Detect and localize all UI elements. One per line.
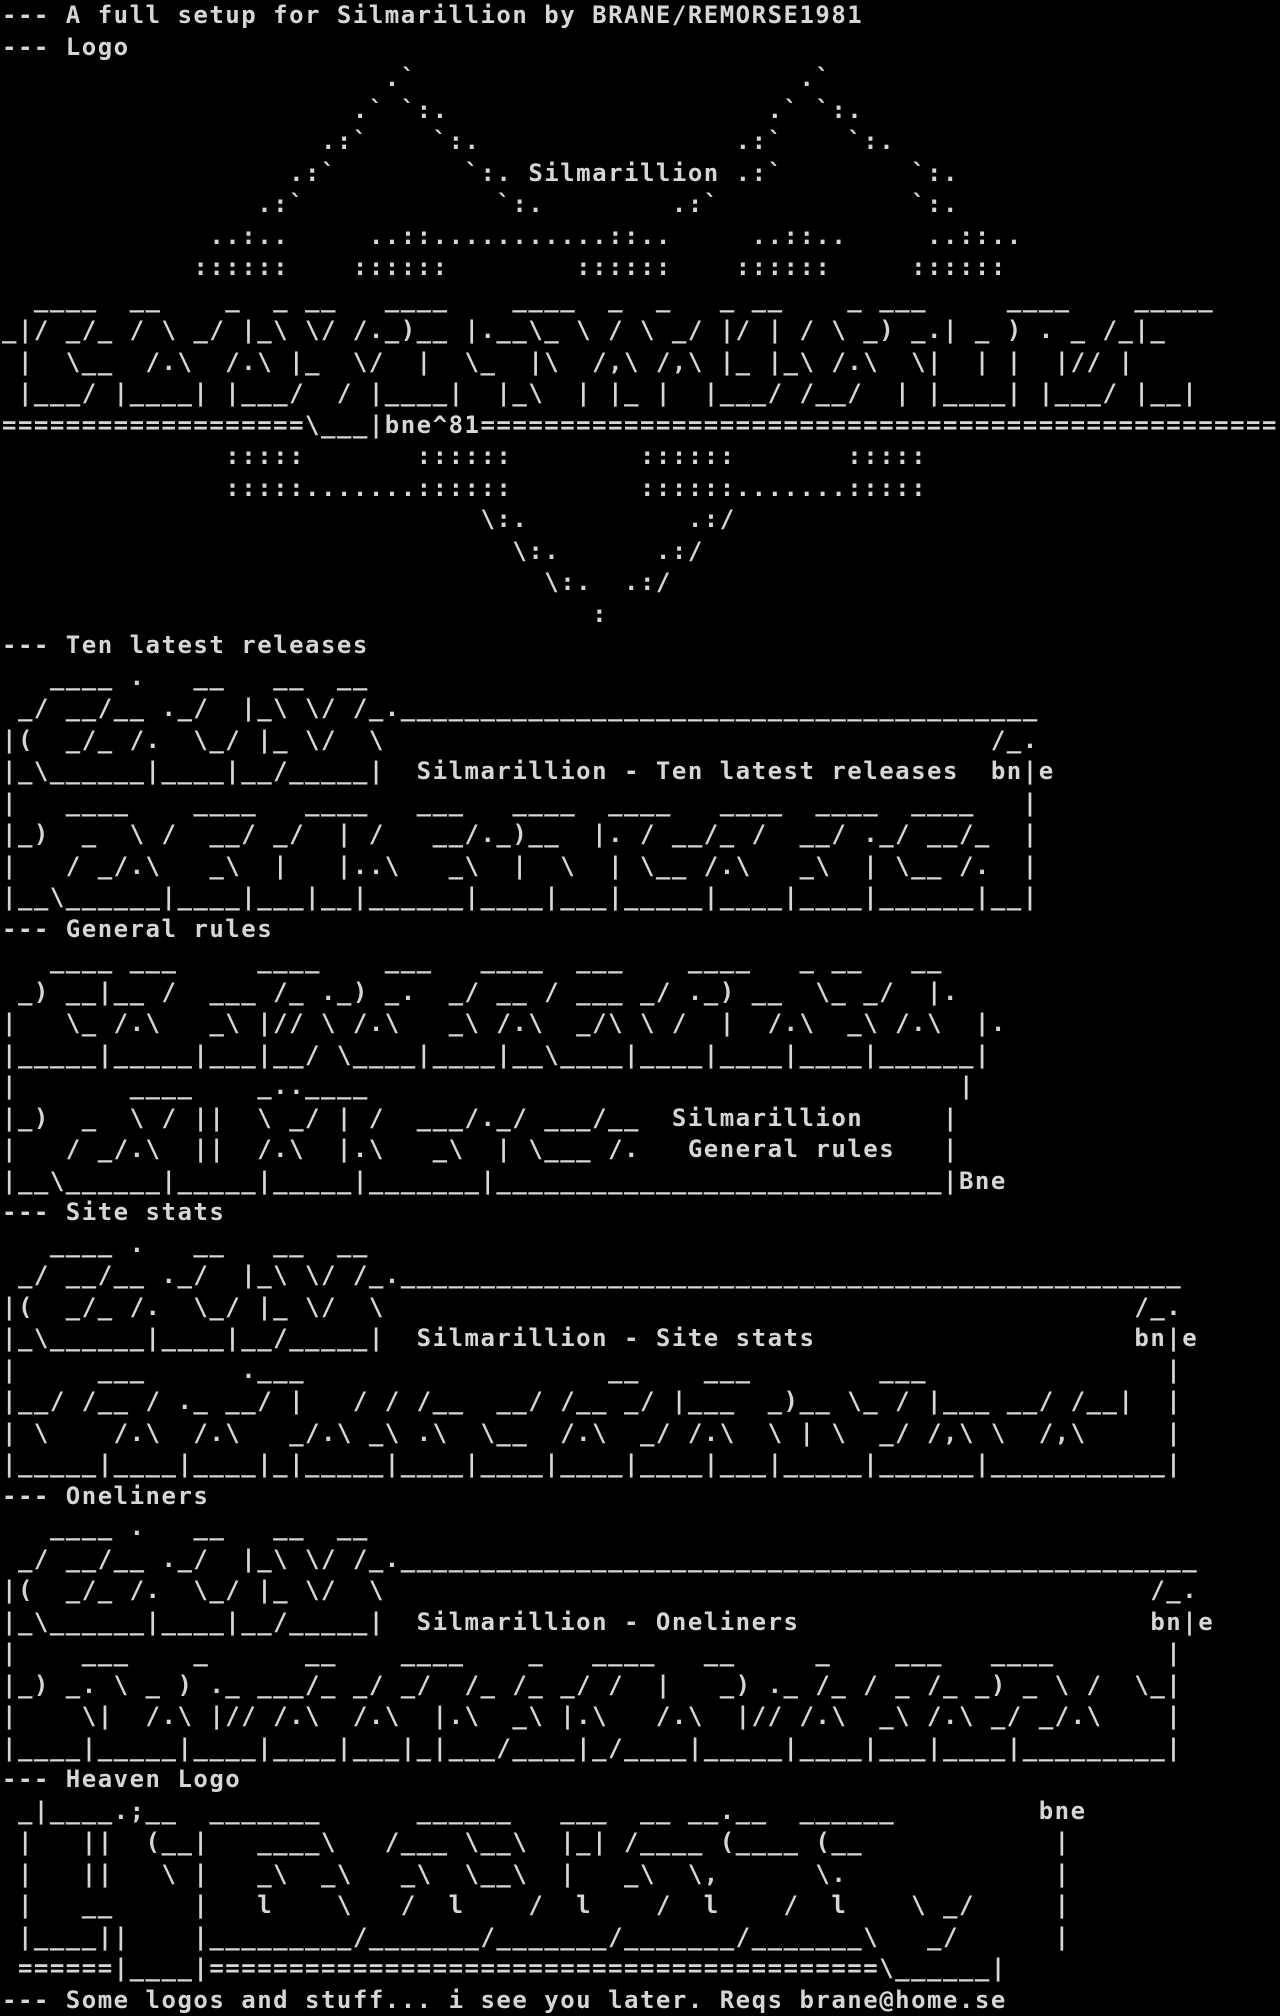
logo-ascii-art: .` .` .` `:. .` `:. .:` `:. .:` `:. .:` …: [2, 64, 1278, 628]
general-rules-ascii-art: ____ ___ ____ ___ ____ ___ ____ _ __ __ …: [2, 946, 1007, 1195]
oneliners-section-label: --- Oneliners: [2, 1481, 210, 1510]
site-stats-ascii-art: ____ . __ __ __ _/ __/__ ._/ |_\ \/ /_._…: [2, 1229, 1199, 1479]
site-stats-section-label: --- Site stats: [2, 1198, 226, 1226]
logo-section-label: --- Logo: [2, 32, 130, 61]
heaven-logo-ascii-art: _|____.;__ _______ ______ ___ __ __.__ _…: [17, 1796, 1087, 1983]
ten-latest-section-label: --- Ten latest releases: [2, 631, 369, 659]
general-rules-section-label: --- General rules: [2, 914, 274, 943]
oneliners-ascii-art: ____ . __ __ __ _/ __/__ ._/ |_\ \/ /_._…: [2, 1513, 1215, 1762]
setup-header-line: --- A full setup for Silmarillion by BRA…: [2, 1, 864, 29]
footer-line: --- Some logos and stuff... i see you la…: [2, 1985, 1007, 2014]
heaven-logo-section-label: --- Heaven Logo: [2, 1765, 242, 1793]
ten-latest-ascii-art: ____ . __ __ __ _/ __/__ ._/ |_\ \/ /_._…: [2, 662, 1055, 912]
